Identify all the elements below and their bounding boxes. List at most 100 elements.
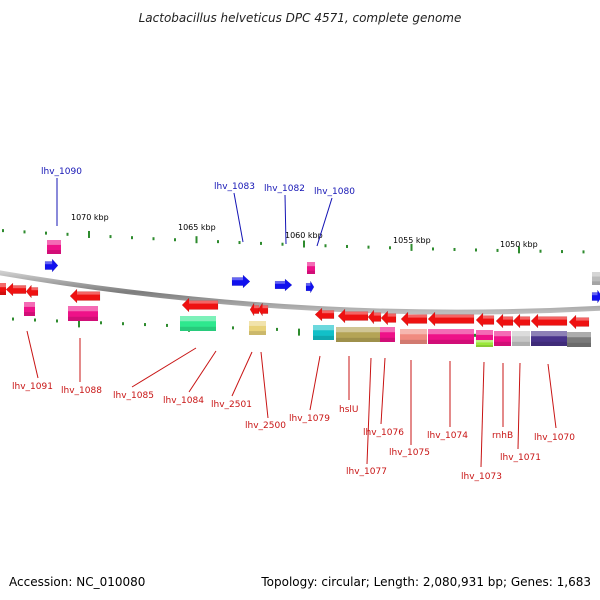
gene-highlight: [400, 329, 427, 335]
gene-shape: [380, 310, 397, 326]
gene-shape: [531, 331, 567, 346]
ruler-tick: [475, 248, 477, 252]
gene-shape: [427, 311, 475, 327]
ruler-tick: [410, 243, 413, 251]
gene-arrow-reverse: [181, 297, 219, 313]
gene-highlight: [24, 302, 35, 307]
gene-box: [68, 306, 98, 321]
gene-label[interactable]: lhv_2501: [211, 400, 252, 410]
gene-arrow-reverse: [367, 309, 382, 325]
leader-line: [284, 194, 287, 245]
gene-shade: [476, 345, 493, 347]
gene-highlight: [387, 313, 396, 317]
gene-shape: [400, 329, 427, 344]
gene-highlight: [503, 316, 513, 320]
gene-label[interactable]: lhv_1077: [346, 467, 387, 477]
ruler-tick: [166, 323, 168, 327]
gene-arrow-reverse: [512, 313, 531, 329]
leader-line: [26, 330, 39, 379]
gene-shape: [512, 313, 531, 329]
ruler-tick: [12, 317, 14, 321]
gene-arrow-reverse: [475, 312, 495, 328]
gene-arrow-forward: [44, 258, 59, 273]
leader-line: [231, 351, 253, 397]
gene-highlight: [576, 317, 589, 321]
ruler-tick: [238, 241, 241, 245]
gene-shape: [47, 240, 61, 254]
gene-highlight: [68, 306, 98, 312]
ruler-tick: [66, 232, 69, 236]
gene-label[interactable]: lhv_1071: [500, 453, 541, 463]
gene-box: [24, 302, 35, 316]
gene-highlight: [31, 287, 38, 291]
leader-line: [547, 363, 557, 429]
gene-shade: [512, 341, 530, 346]
gene-shape: [0, 283, 6, 295]
gene-shade: [336, 337, 380, 342]
gene-shape: [495, 313, 514, 329]
gene-highlight: [345, 311, 368, 315]
gene-label[interactable]: lhv_1075: [389, 448, 430, 458]
gene-label[interactable]: lhv_1076: [363, 428, 404, 438]
gene-label[interactable]: lhv_1083: [214, 182, 255, 192]
ruler-tick: [109, 235, 112, 239]
gene-label[interactable]: lhv_1074: [427, 431, 468, 441]
gene-highlight: [275, 281, 285, 284]
gene-label[interactable]: lhv_1090: [41, 167, 82, 177]
ruler-tick: [561, 250, 563, 254]
gene-shape: [249, 321, 266, 335]
gene-arrow-reverse: [568, 314, 590, 330]
gene-highlight: [306, 283, 311, 286]
leader-line: [233, 192, 244, 243]
gene-label[interactable]: lhv_1082: [264, 184, 305, 194]
gene-label[interactable]: lhv_2500: [245, 421, 286, 431]
gene-arrow-reverse: [25, 284, 39, 299]
gene-box: [512, 331, 530, 346]
gene-shape: [367, 309, 382, 325]
gene-label[interactable]: hslU: [339, 405, 358, 415]
ruler-tick: [152, 237, 155, 241]
gene-label[interactable]: lhv_1084: [163, 396, 204, 406]
gene-highlight: [232, 277, 243, 281]
gene-shade: [567, 342, 591, 347]
gene-shape: [568, 314, 590, 330]
gene-highlight: [592, 292, 598, 296]
gene-box: [494, 331, 511, 346]
accession-text: Accession: NC_010080: [9, 575, 145, 589]
ruler-labels: 1070 kbp 1065 kbp 1060 kbp 1055 kbp 1050…: [71, 213, 538, 249]
ruler-tick: [276, 327, 278, 331]
gene-shade: [249, 331, 266, 335]
gene-label[interactable]: lhv_1070: [534, 433, 575, 443]
gene-label[interactable]: lhv_1080: [314, 187, 355, 197]
gene-label[interactable]: lhv_1088: [61, 386, 102, 396]
ruler-tick: [346, 244, 348, 248]
gene-box: [380, 327, 395, 342]
gene-shape: [181, 297, 219, 313]
gene-arrow-reverse: [337, 308, 369, 324]
gene-box: [313, 325, 334, 340]
ruler-tick: [78, 320, 80, 328]
gene-highlight: [254, 305, 259, 309]
ruler-ticks-outer: [2, 229, 585, 254]
gene-label[interactable]: lhv_1091: [12, 382, 53, 392]
ruler-tick: [518, 246, 520, 254]
ruler-tick: [453, 247, 456, 251]
gene-label[interactable]: lhv_1073: [461, 472, 502, 482]
gene-label[interactable]: lhv_1085: [113, 391, 154, 401]
leader-line: [188, 350, 217, 393]
gene-shade: [47, 250, 61, 254]
gene-highlight: [428, 329, 474, 335]
gene-label[interactable]: lhv_1079: [289, 414, 330, 424]
gene-label[interactable]: rnhB: [492, 431, 513, 441]
gene-highlight: [373, 312, 381, 316]
gene-highlight: [512, 331, 530, 337]
ruler-tick: [122, 322, 124, 326]
ruler-tick: [582, 250, 585, 254]
gene-shade: [68, 316, 98, 321]
ruler-tick: [232, 326, 234, 330]
gene-box: [47, 240, 61, 254]
gene-shape: [24, 302, 35, 316]
gene-shape: [530, 313, 568, 329]
gene-shape: [336, 327, 380, 342]
ruler-label: 1055 kbp: [393, 236, 431, 245]
